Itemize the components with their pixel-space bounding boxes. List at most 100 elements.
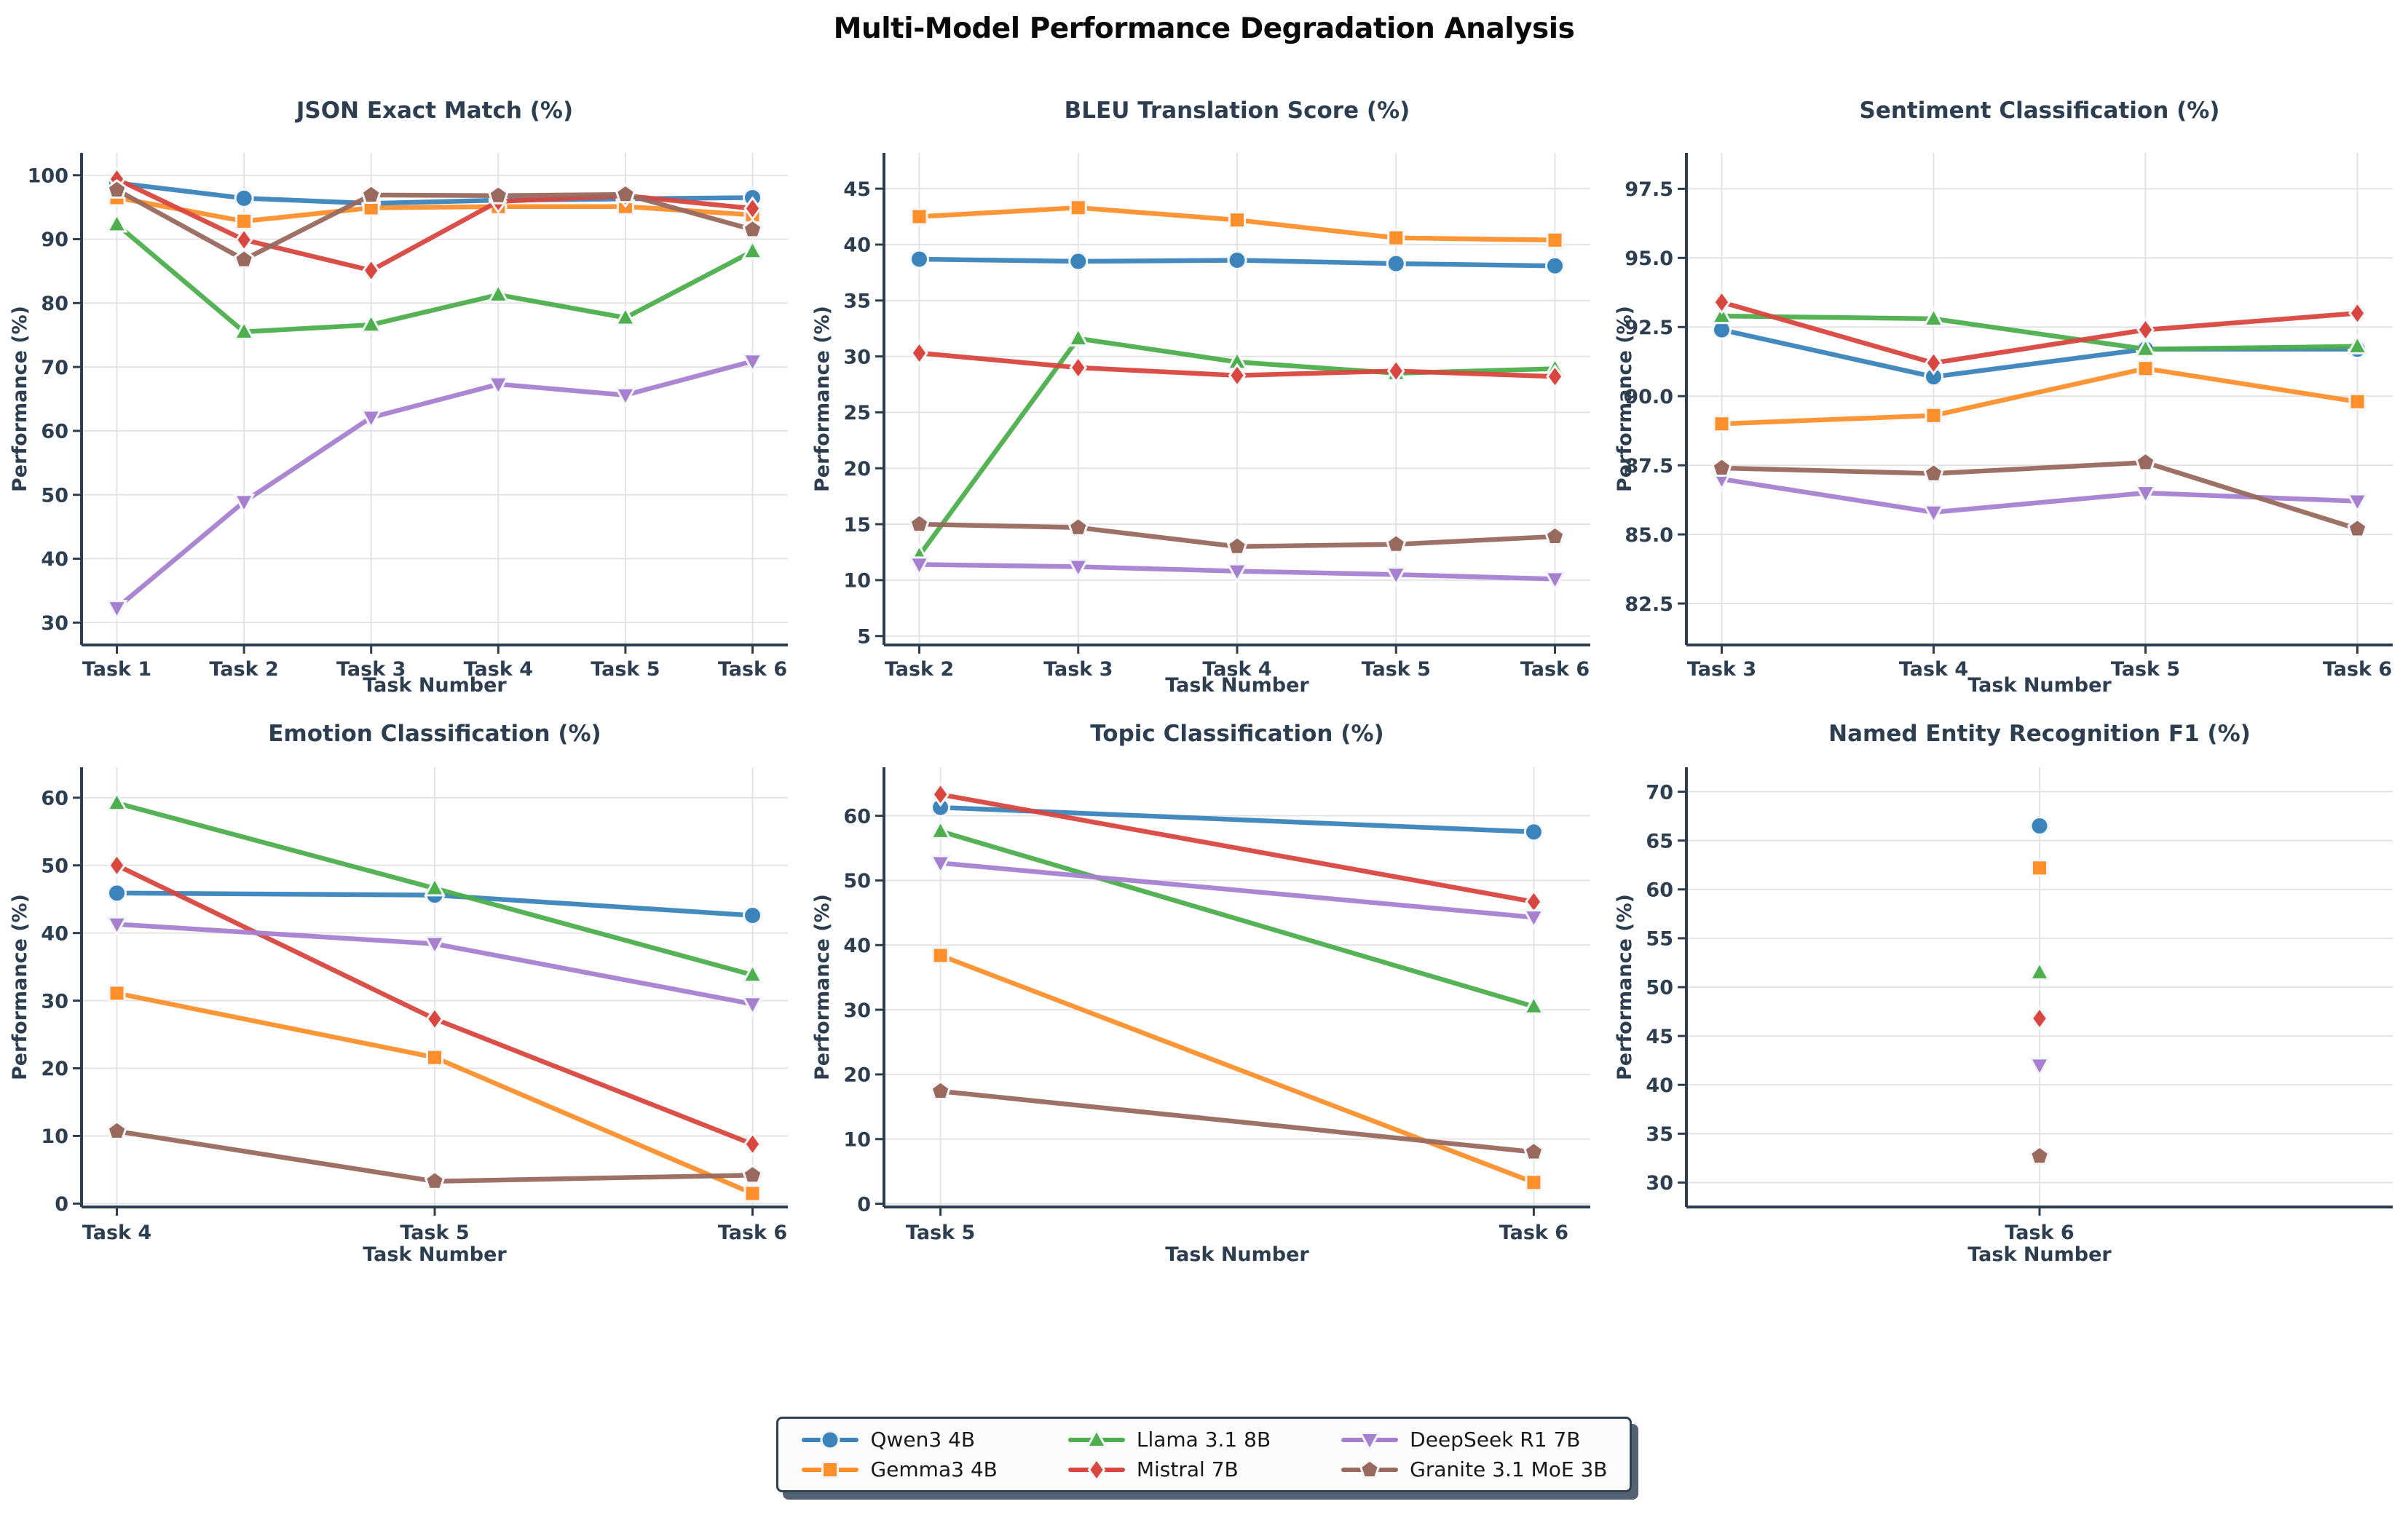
y-tick-label: 35 xyxy=(1646,1123,1673,1146)
legend-item-granite: Granite 3.1 MoE 3B xyxy=(1340,1457,1608,1481)
marker-pentagon xyxy=(1523,1141,1544,1161)
y-tick-label: 25 xyxy=(843,402,871,424)
marker-triangle-down xyxy=(614,387,636,408)
marker-triangle-down xyxy=(1922,504,1945,525)
legend-box: Qwen3 4B Gemma3 4B Llama 3.1 8B Mistral … xyxy=(776,1417,1632,1492)
chart-title: BLEU Translation Score (%) xyxy=(1065,98,1410,124)
axes: 0 10 20 30 40 50 60 Task 5 Task 6 Topic Classific… xyxy=(811,721,1590,1266)
series-line xyxy=(1719,327,2360,379)
y-tick-label: 35 xyxy=(843,290,871,313)
marker-pentagon xyxy=(1359,1458,1381,1479)
series xyxy=(106,166,764,620)
gridlines xyxy=(1686,153,2393,645)
marker-circle xyxy=(909,249,929,269)
marker-diamond xyxy=(931,782,950,807)
y-tick-label: 55 xyxy=(1646,928,1673,951)
marker-triangle-down xyxy=(1544,571,1566,591)
y-tick-label: 87.5 xyxy=(1625,455,1673,478)
y-tick-label: 50 xyxy=(41,484,68,507)
x-tick-label: Task 3 xyxy=(336,658,406,681)
marker-square xyxy=(2348,392,2366,411)
marker-pentagon xyxy=(1711,457,1732,477)
marker-diamond xyxy=(1925,350,1943,376)
marker-diamond xyxy=(362,258,381,283)
marker-triangle-up xyxy=(929,819,952,839)
marker-pentagon xyxy=(615,183,636,204)
series xyxy=(1710,290,2369,538)
series-line xyxy=(1719,476,2360,515)
marker-diamond xyxy=(1087,1458,1106,1481)
series-line xyxy=(938,953,1536,1185)
marker-square xyxy=(1387,229,1405,247)
y-tick-label: 60 xyxy=(41,788,68,810)
y-tick-label: 10 xyxy=(41,1125,68,1148)
y-tick-label: 60 xyxy=(1646,879,1673,901)
y-tick-label: 45 xyxy=(843,178,871,201)
marker-triangle-up xyxy=(2134,336,2157,357)
chart-ylabel: Performance (%) xyxy=(1614,894,1636,1080)
x-tick-label: Task 6 xyxy=(718,658,787,681)
y-tick-label: 60 xyxy=(843,805,871,828)
marker-triangle-down xyxy=(106,916,128,937)
marker-triangle-up xyxy=(1523,994,1545,1015)
marker-circle xyxy=(234,188,254,208)
marker-diamond xyxy=(1386,358,1405,384)
marker-square xyxy=(1228,211,1246,229)
marker-square xyxy=(1925,406,1943,424)
chart-emotion-classification: 0 10 20 30 40 50 60 Task 4 Task 5 Task 6 Emotion C… xyxy=(9,721,788,1266)
legend-label: Mistral 7B xyxy=(1136,1457,1239,1481)
marker-triangle-down xyxy=(1225,563,1249,584)
legend-item-llama: Llama 3.1 8B xyxy=(1067,1428,1271,1452)
y-tick-label: 90 xyxy=(41,229,68,251)
legend-label: Qwen3 4B xyxy=(870,1428,976,1452)
legend-label: Gemma3 4B xyxy=(870,1457,998,1481)
marker-triangle-down xyxy=(1385,566,1408,587)
marker-diamond xyxy=(108,852,126,878)
marker-square xyxy=(821,1460,840,1479)
y-tick-label: 10 xyxy=(843,1128,871,1151)
legend-line-triangle-icon xyxy=(1067,1428,1125,1448)
marker-pentagon xyxy=(742,218,763,239)
marker-triangle-up xyxy=(1067,326,1089,347)
marker-triangle-down xyxy=(106,600,128,620)
y-tick-label: 65 xyxy=(1646,830,1673,852)
series-line xyxy=(114,358,755,611)
marker-triangle-down xyxy=(908,556,931,577)
marker-square xyxy=(2031,859,2048,877)
y-tick-label: 100 xyxy=(28,165,68,187)
charts-grid: 30 40 50 60 70 80 90 100 Task 1 Task 2 Task 3 Task … xyxy=(0,57,2408,1280)
marker-triangle-up xyxy=(360,312,382,333)
x-tick-label: Task 5 xyxy=(906,1222,975,1244)
marker-diamond xyxy=(425,1006,444,1032)
marker-pentagon xyxy=(909,513,930,534)
chart-xlabel: Task Number xyxy=(1165,674,1309,697)
gridlines xyxy=(1686,767,2393,1207)
chart-xlabel: Task Number xyxy=(1165,1243,1309,1266)
marker-square xyxy=(1546,231,1564,249)
marker-circle xyxy=(1386,253,1406,274)
series-line xyxy=(1719,299,2360,365)
marker-triangle-up xyxy=(1085,1428,1108,1448)
legend-label: DeepSeek R1 7B xyxy=(1410,1428,1581,1452)
marker-diamond xyxy=(2136,317,2155,343)
x-tick-label: Task 5 xyxy=(400,1222,469,1244)
marker-triangle-down xyxy=(360,409,382,430)
series-line xyxy=(938,828,1536,1009)
x-tick-label: Task 4 xyxy=(464,658,533,681)
chart-named-entity-recognition: 30 35 40 45 50 55 60 65 70 Task 6 Named Entity Rec… xyxy=(1614,721,2393,1266)
y-tick-label: 45 xyxy=(1646,1026,1673,1048)
marker-diamond xyxy=(1228,363,1247,388)
y-tick-label: 40 xyxy=(41,922,68,945)
chart-xlabel: Task Number xyxy=(1967,674,2112,697)
marker-triangle-down xyxy=(487,376,510,397)
y-tick-label: 30 xyxy=(41,612,68,635)
marker-pentagon xyxy=(1386,533,1407,553)
marker-diamond xyxy=(234,227,253,253)
series-line xyxy=(114,222,755,335)
figure-title: Multi-Model Performance Degradation Anal… xyxy=(833,12,1575,45)
marker-triangle-up xyxy=(487,282,510,303)
y-tick-label: 10 xyxy=(843,570,871,593)
marker-pentagon xyxy=(2029,1145,2050,1165)
